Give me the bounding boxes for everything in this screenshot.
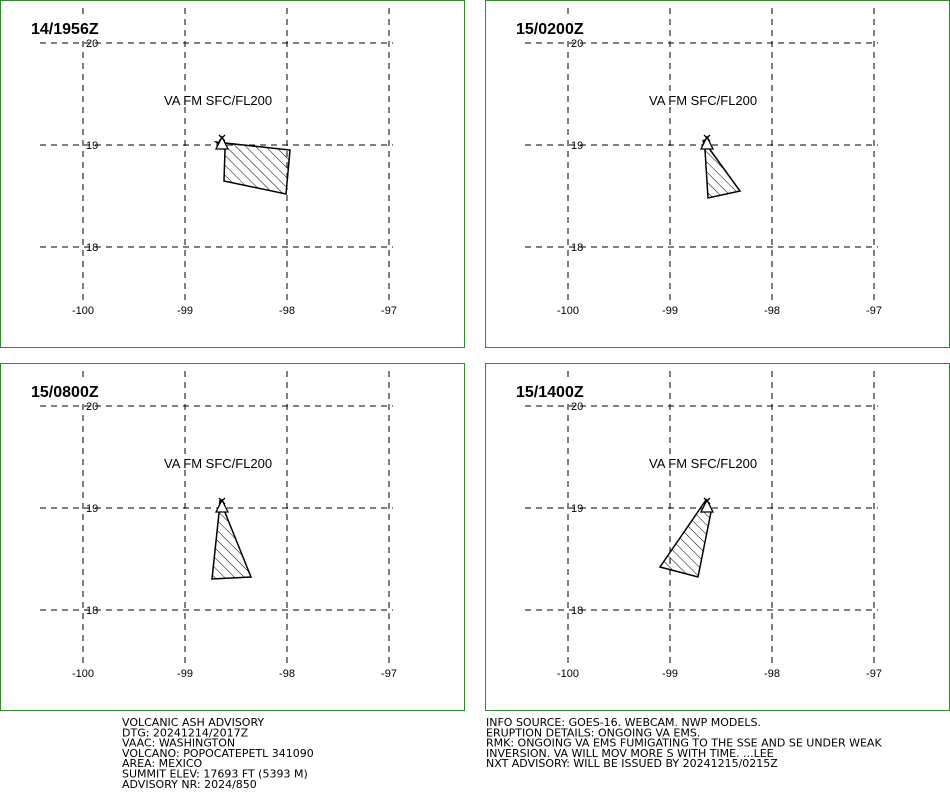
lat-label: 20: [571, 401, 583, 413]
advisory-line: VOLCANO: POPOCATEPETL 341090: [122, 747, 314, 760]
layer-label: VA FM SFC/FL200: [649, 93, 757, 108]
title-bg: [28, 18, 110, 38]
panel: -100 -99 -98 -97 20 19 18 14/1956Z VA FM SFC/FL2…: [0, 0, 465, 348]
advisory-line: SUMMIT ELEV: 17693 FT (5393 M): [122, 768, 308, 781]
valid-time: 15/0200Z: [516, 21, 584, 38]
advisory-line: VOLCANIC ASH ADVISORY: [122, 716, 264, 729]
lat-label: 20: [86, 38, 98, 50]
advisory-line: ERUPTION DETAILS: ONGOING VA EMS.: [486, 726, 700, 739]
ash-area: [213, 141, 291, 195]
panel-frame: [0, 0, 465, 348]
panel-frame: [0, 363, 465, 711]
lon-label: -98: [764, 305, 780, 317]
volcano-x: [703, 134, 711, 142]
lat-label: 19: [86, 140, 98, 152]
volcano-x: [218, 134, 226, 142]
lon-label: -98: [279, 305, 295, 317]
volcano-symbol: [699, 135, 715, 150]
lon-label: -100: [72, 305, 94, 317]
lon-label: -97: [866, 668, 882, 680]
panel: -100 -99 -98 -97 20 19 18 15/0800Z VA FM SFC/FL2…: [0, 363, 465, 711]
lon-label: -97: [381, 305, 397, 317]
volcano-symbol: [214, 135, 230, 150]
valid-time: 15/1400Z: [516, 384, 584, 401]
lat-label: 18: [86, 605, 98, 617]
layer-label: VA FM SFC/FL200: [164, 93, 272, 108]
volcano-x: [703, 497, 711, 505]
lon-label: -100: [557, 305, 579, 317]
title-bg: [28, 381, 110, 401]
panel-frame: [485, 363, 950, 711]
volcano-x: [218, 497, 226, 505]
lat-label: 18: [571, 242, 583, 254]
lon-label: -99: [177, 305, 193, 317]
volcano-symbol: [699, 498, 715, 513]
lat-label: 19: [86, 503, 98, 515]
lon-label: -97: [381, 668, 397, 680]
lon-label: -99: [662, 305, 678, 317]
layer-label: VA FM SFC/FL200: [649, 456, 757, 471]
advisory-line: AREA: MEXICO: [122, 757, 203, 770]
lon-label: -99: [662, 668, 678, 680]
lat-label: 18: [571, 605, 583, 617]
advisory-line: VAAC: WASHINGTON: [122, 737, 235, 750]
layer-label: VA FM SFC/FL200: [164, 456, 272, 471]
lon-label: -99: [177, 668, 193, 680]
volcano-symbol: [214, 498, 230, 513]
lat-label: 19: [571, 503, 583, 515]
panel: -100 -99 -98 -97 20 19 18 15/1400Z VA FM SFC/FL2…: [485, 363, 950, 711]
title-bg: [513, 18, 595, 38]
lon-label: -100: [72, 668, 94, 680]
panel: -100 -99 -98 -97 20 19 18 15/0200Z VA FM SFC/FL2…: [485, 0, 950, 348]
advisory-line: RMK: ONGOING VA EMS FUMIGATING TO THE SS…: [486, 737, 882, 750]
valid-time: 15/0800Z: [31, 384, 99, 401]
advisory-line: DTG: 20241214/2017Z: [122, 726, 249, 739]
lat-label: 20: [86, 401, 98, 413]
advisory-line: NXT ADVISORY: WILL BE ISSUED BY 20241215…: [486, 757, 778, 770]
lon-label: -98: [279, 668, 295, 680]
advisory-line: INFO SOURCE: GOES-16. WEBCAM. NWP MODELS…: [486, 716, 761, 729]
lon-label: -100: [557, 668, 579, 680]
advisory-line: INVERSION. VA WILL MOV MORE S WITH TIME.…: [486, 747, 774, 760]
lon-label: -97: [866, 305, 882, 317]
title-bg: [513, 381, 595, 401]
lat-label: 19: [571, 140, 583, 152]
advisory-line: ADVISORY NR: 2024/850: [122, 778, 257, 791]
lon-label: -98: [764, 668, 780, 680]
lat-label: 20: [571, 38, 583, 50]
lat-label: 18: [86, 242, 98, 254]
valid-time: 14/1956Z: [31, 21, 99, 38]
